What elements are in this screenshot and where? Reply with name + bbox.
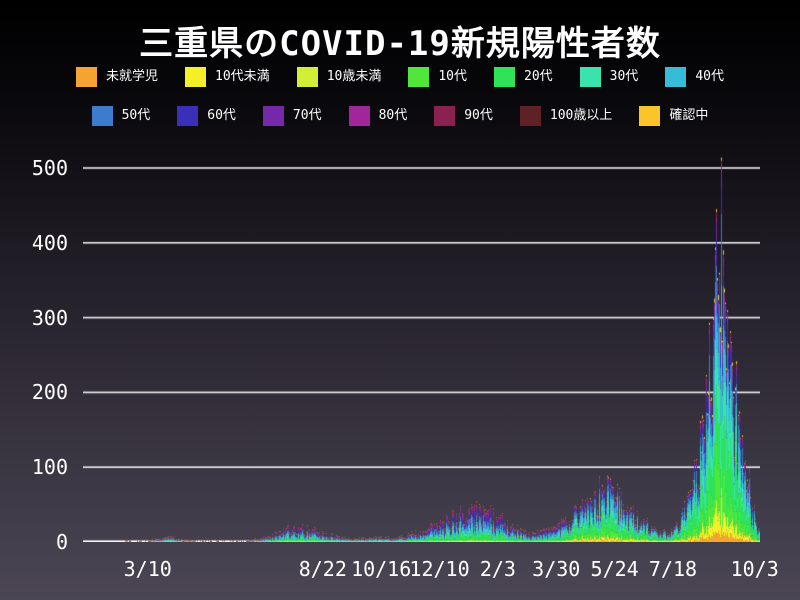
legend-item-13: 確認中: [639, 106, 708, 126]
legend-swatch-icon: [639, 106, 661, 126]
y-axis-tick-label: 400: [31, 230, 68, 255]
x-axis-tick-label: 10/16: [351, 557, 412, 581]
y-axis-tick-label: 500: [31, 156, 68, 180]
legend-item-1: 10代未満: [185, 67, 270, 87]
legend-label: 100歳以上: [549, 108, 613, 123]
legend-label: 確認中: [669, 108, 709, 123]
legend-item-9: 70代: [262, 106, 322, 126]
legend-swatch-icon: [185, 67, 207, 87]
legend-item-11: 90代: [434, 106, 493, 126]
legend-label: 60代: [207, 108, 236, 123]
legend-label: 80代: [378, 108, 408, 123]
x-axis-tick-label: 5/24: [590, 557, 639, 581]
legend-swatch-icon: [519, 106, 541, 126]
legend-swatch-icon: [434, 106, 456, 126]
legend-item-10: 80代: [348, 106, 408, 126]
y-axis-tick-label: 200: [31, 380, 68, 405]
y-axis-tick-label: 300: [31, 305, 68, 330]
x-axis-tick-label: 8/22: [298, 557, 347, 581]
legend-item-6: 40代: [665, 67, 724, 87]
x-axis-tick-label: 7/18: [648, 557, 698, 581]
legend-label: 30代: [609, 69, 639, 84]
legend-swatch-icon: [494, 67, 515, 87]
stacked-bar-chart: [83, 150, 760, 542]
legend-swatch-icon: [296, 67, 318, 87]
legend-row-1: 未就学児 10代未満 10歳未満 10代 20代 30代 40代: [0, 67, 800, 87]
legend-swatch-icon: [408, 67, 430, 87]
legend-item-0: 未就学児: [76, 67, 158, 87]
chart-title: 三重県のCOVID-19新規陽性者数: [139, 24, 661, 64]
legend-label: 未就学児: [106, 69, 159, 84]
legend-label: 90代: [464, 108, 493, 123]
legend-swatch-icon: [177, 106, 199, 126]
legend-label: 20代: [524, 69, 553, 84]
legend-item-3: 10代: [408, 67, 467, 87]
legend-row-2: 50代 60代 70代 80代 90代 100歳以上 確認中: [0, 106, 800, 126]
legend-swatch-icon: [76, 67, 98, 87]
legend-swatch-icon: [262, 106, 284, 126]
x-axis-tick-label: 3/10: [123, 557, 172, 581]
legend-item-4: 20代: [494, 67, 553, 87]
legend-item-8: 60代: [177, 106, 236, 126]
legend-label: 70代: [292, 108, 322, 123]
y-axis-tick-label: 100: [31, 455, 68, 480]
y-axis-tick-label: 0: [55, 530, 68, 554]
legend-label: 10代未満: [215, 69, 270, 84]
legend-swatch-icon: [348, 106, 370, 126]
legend-label: 40代: [695, 69, 724, 84]
legend-swatch-icon: [665, 67, 687, 87]
legend-label: 50代: [121, 108, 151, 123]
legend-swatch-icon: [579, 67, 601, 87]
legend-label: 10歳未満: [326, 69, 382, 84]
legend-label: 10代: [438, 69, 467, 84]
legend-item-7: 50代: [91, 106, 151, 126]
legend-swatch-icon: [91, 106, 113, 126]
x-axis-tick-label: 3/30: [532, 557, 581, 581]
legend-item-12: 100歳以上: [519, 106, 613, 126]
x-axis-tick-label: 12/10: [409, 557, 470, 581]
x-axis-tick-label: 2/3: [479, 557, 516, 581]
legend-item-5: 30代: [579, 67, 639, 87]
x-axis-tick-label: 10/3: [730, 557, 779, 581]
legend-item-2: 10歳未満: [296, 67, 382, 87]
